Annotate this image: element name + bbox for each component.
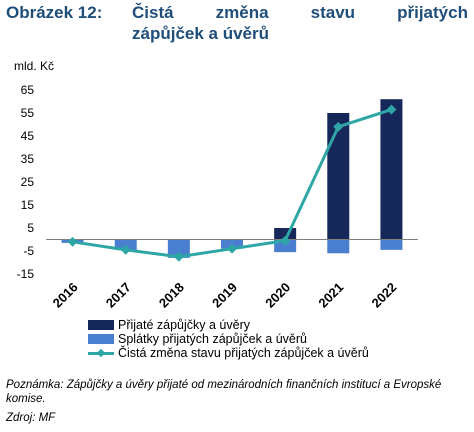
legend-swatch bbox=[88, 334, 114, 344]
figure-note: Poznámka: Zápůjčky a úvěry přijaté od me… bbox=[6, 379, 442, 405]
y-tick-label: 55 bbox=[21, 106, 35, 120]
drawn-loans-bar bbox=[274, 228, 297, 240]
repayments-bar bbox=[167, 239, 190, 258]
y-tick-label: -15 bbox=[17, 267, 35, 281]
y-tick-label: 35 bbox=[21, 152, 35, 166]
net-change-point bbox=[227, 243, 237, 254]
net-change-point bbox=[120, 244, 131, 255]
title-line-1: Čistá změna stavu přijatých bbox=[132, 2, 468, 23]
legend-label: Splátky přijatých zápůjček a úvěrů bbox=[118, 332, 307, 346]
title-word: změna bbox=[215, 3, 269, 22]
net-change-point bbox=[173, 251, 184, 262]
y-axis-unit-label: mld. Kč bbox=[14, 59, 54, 73]
legend-item-repayments: Splátky přijatých zápůjček a úvěrů bbox=[88, 332, 369, 346]
drawn-loans-bar bbox=[327, 113, 350, 240]
repayments-bar bbox=[380, 239, 403, 250]
y-tick-label: -5 bbox=[23, 244, 34, 258]
legend-line-marker bbox=[88, 348, 114, 358]
legend-label: Přijaté zápůjčky a úvěry bbox=[118, 318, 251, 332]
legend-label: Čistá změna stavu přijatých zápůjček a ú… bbox=[118, 346, 369, 360]
figure-label: Obrázek 12: bbox=[6, 3, 103, 22]
x-tick-label: 2021 bbox=[315, 280, 346, 311]
title-word: stavu bbox=[310, 3, 356, 22]
x-tick-label: 2019 bbox=[209, 280, 240, 311]
y-tick-label: 65 bbox=[21, 83, 35, 97]
x-tick-label: 2020 bbox=[262, 280, 293, 311]
x-tick-label: 2017 bbox=[103, 280, 134, 311]
net-change-point bbox=[280, 235, 291, 246]
x-tick-label: 2018 bbox=[156, 280, 187, 311]
repayments-bar bbox=[114, 239, 137, 250]
y-tick-label: 5 bbox=[27, 221, 34, 235]
y-tick-label: 15 bbox=[21, 198, 35, 212]
y-tick-label: 45 bbox=[21, 129, 35, 143]
title-word: Čistá bbox=[132, 3, 174, 22]
legend-swatch bbox=[88, 320, 114, 330]
legend-item-net-change: Čistá změna stavu přijatých zápůjček a ú… bbox=[88, 346, 369, 360]
net-change-chart: mld. Kč 65 55 45 35 25 15 5 -5 -15 2016 2017 2018 201… bbox=[14, 59, 418, 311]
drawn-loans-bar bbox=[380, 99, 403, 240]
legend-item-drawn-loans: Přijaté zápůjčky a úvěry bbox=[88, 318, 369, 332]
y-tick-label: 25 bbox=[21, 175, 35, 189]
title-line-2: zápůjček a úvěrů bbox=[132, 24, 270, 43]
repayments-bar bbox=[327, 239, 350, 254]
figure-source: Zdroj: MF bbox=[6, 412, 56, 424]
net-change-point bbox=[67, 236, 78, 247]
title-word: přijatých bbox=[397, 3, 468, 22]
x-tick-label: 2022 bbox=[368, 280, 399, 311]
legend: Přijaté zápůjčky a úvěry Splátky přijatý… bbox=[88, 318, 369, 360]
x-tick-label: 2016 bbox=[50, 280, 81, 311]
